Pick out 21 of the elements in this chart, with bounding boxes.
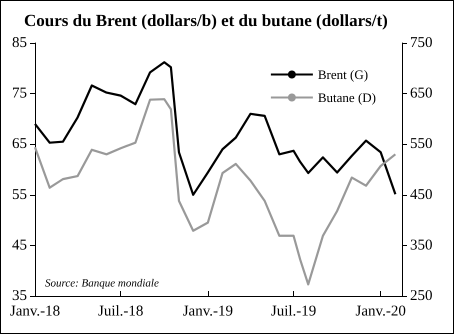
y2-tick-label: 450	[410, 186, 432, 203]
x-tick-label: Juil.-18	[98, 304, 144, 320]
y2-tick-label: 650	[410, 86, 432, 102]
y-tick-label: 85	[12, 35, 27, 51]
y2-tick-label: 750	[410, 35, 432, 51]
y2-tick-label: 550	[410, 136, 432, 152]
annotation: Source: Banque mondiale	[45, 278, 159, 290]
y-tick-label: 35	[12, 288, 27, 304]
y-tick-label: 45	[12, 237, 27, 254]
y2-tick-label: 250	[410, 288, 432, 304]
legend-label: Brent (G)	[318, 67, 368, 82]
x-tick-label: Janv.-18	[10, 304, 60, 320]
y-tick-label: 65	[12, 136, 27, 152]
y-tick-label: 75	[12, 86, 27, 102]
x-tick-label: Janv.-19	[182, 304, 233, 320]
y2-tick-label: 350	[410, 237, 432, 254]
legend-label: Butane (D)	[318, 90, 376, 105]
x-tick-label: Juil.-19	[270, 304, 316, 320]
x-tick-label: Janv.-20	[356, 304, 406, 320]
chart-title: Cours du Brent (dollars/b) et du butane (dollars/t)	[24, 11, 388, 30]
y-tick-label: 55	[12, 186, 27, 203]
